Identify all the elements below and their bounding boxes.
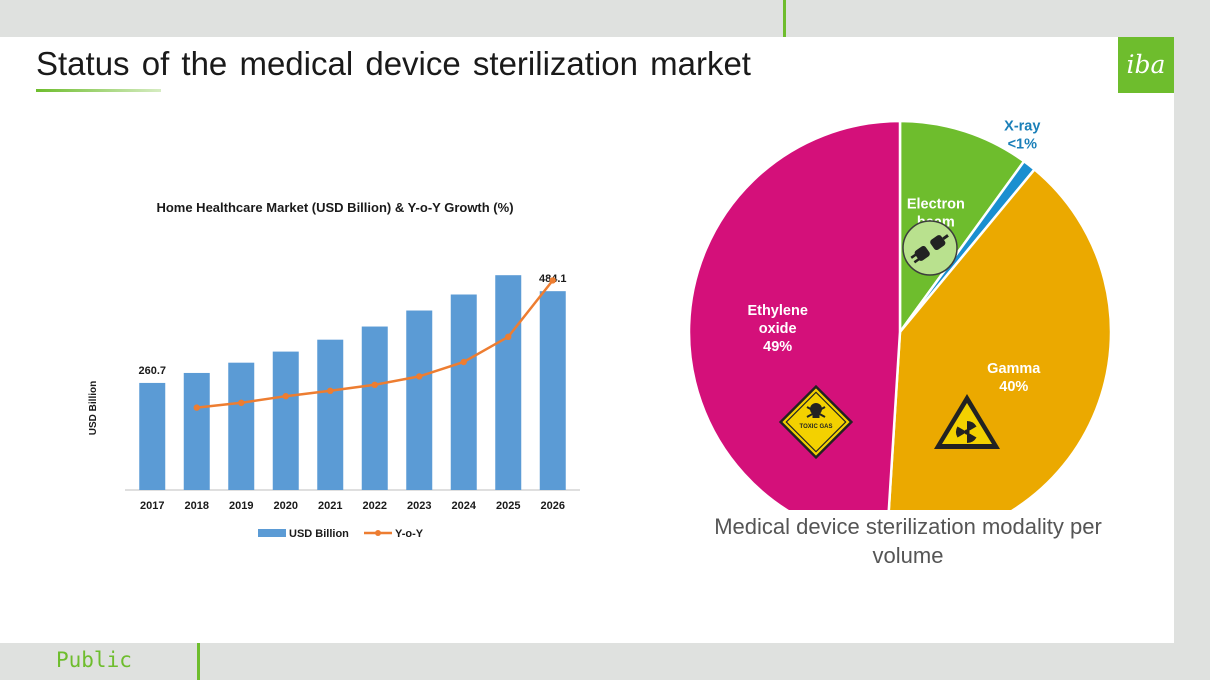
- x-tick-2020: 2020: [274, 500, 298, 512]
- sterilization-pie-chart: Electronbeam10%X-ray<1%Gamma40%Ethyleneo…: [687, 119, 1113, 510]
- home-healthcare-chart: Home Healthcare Market (USD Billion) & Y…: [88, 200, 580, 540]
- yoy-line-series: [193, 277, 556, 411]
- pie-label-x-ray: X-ray <1%: [1004, 119, 1040, 153]
- pie-slice-electron-beam: [898, 119, 1026, 336]
- yoy-point-2020: [282, 393, 289, 400]
- x-tick-2019: 2019: [229, 500, 253, 512]
- x-tick-labels: 2017 2018 2019 2020 2021 2022 2023 2024 2025 2026: [140, 500, 565, 512]
- chart-title: Home Healthcare Market (USD Billion) & Y…: [156, 200, 513, 215]
- bar-2026: [539, 291, 566, 490]
- classification-label: Public: [56, 648, 132, 672]
- bar-2019: [228, 362, 255, 490]
- pie-label-ethylene-oxide: Ethylene oxide 49%: [747, 303, 807, 355]
- bar-2024: [450, 294, 477, 490]
- pie-label-gamma: Gamma 40%: [987, 361, 1041, 395]
- toxic-gas-text: TOXIC GAS: [800, 424, 833, 430]
- toxic-gas-icon: TOXIC GAS: [778, 384, 854, 460]
- pie-slice-ethylene-oxide: [687, 119, 902, 510]
- pie-caption: Medical device sterilization modality pe…: [714, 514, 1102, 568]
- pie-slices: [687, 119, 1113, 510]
- yoy-point-2018: [193, 404, 200, 411]
- bar-2018: [183, 372, 210, 490]
- x-tick-2026: 2026: [541, 500, 565, 512]
- footer-accent-bar: [197, 643, 200, 680]
- yoy-point-2019: [238, 399, 245, 406]
- bar-2025: [495, 275, 522, 490]
- yoy-point-2022: [371, 381, 378, 388]
- bar-2022: [361, 326, 388, 490]
- bar-2020: [272, 351, 299, 490]
- legend-label-usd-billion: USD Billion: [289, 528, 349, 540]
- bar-2023: [406, 310, 433, 490]
- y-axis-label: USD Billion: [88, 381, 99, 435]
- yoy-point-2025: [505, 333, 512, 340]
- yoy-point-2023: [416, 373, 423, 380]
- legend-swatch-usd-billion: [258, 529, 286, 537]
- yoy-point-2021: [327, 387, 334, 394]
- slide-title: Status of the medical device sterilizati…: [36, 45, 751, 82]
- x-tick-2023: 2023: [407, 500, 431, 512]
- x-tick-2018: 2018: [185, 500, 209, 512]
- legend-label-yoy: Y-o-Y: [395, 528, 424, 540]
- yoy-point-2026: [549, 277, 556, 284]
- bar-2017: [139, 382, 166, 490]
- x-tick-2017: 2017: [140, 500, 164, 512]
- electric-plug-icon: [902, 220, 958, 276]
- data-label-2017: 260.7: [138, 365, 166, 377]
- bar-series: [139, 275, 566, 490]
- title-underline: [36, 89, 161, 92]
- iba-logo: iba: [1118, 37, 1174, 93]
- pie-slice-gamma: [887, 167, 1113, 510]
- chart-legend: USD Billion Y-o-Y: [258, 528, 424, 540]
- yoy-point-2024: [460, 358, 467, 366]
- top-accent-bar: [783, 0, 786, 37]
- x-tick-2024: 2024: [452, 500, 477, 512]
- bar-2021: [317, 339, 344, 490]
- radiation-hazard-icon: [934, 394, 1000, 449]
- legend-marker-yoy: [375, 530, 381, 536]
- x-tick-2022: 2022: [363, 500, 387, 512]
- x-tick-2025: 2025: [496, 500, 520, 512]
- x-tick-2021: 2021: [318, 500, 342, 512]
